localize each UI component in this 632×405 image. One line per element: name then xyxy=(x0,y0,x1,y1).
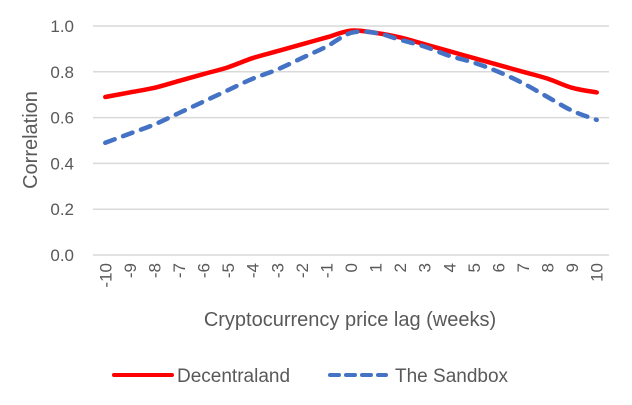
x-tick-label: -2 xyxy=(293,263,312,278)
x-tick-label: 1 xyxy=(367,263,386,272)
x-tick-label: -6 xyxy=(195,263,214,278)
y-tick-label: 0.6 xyxy=(50,109,74,128)
x-tick-label: -1 xyxy=(317,263,336,278)
y-tick-label: 0.4 xyxy=(50,154,74,173)
x-tick-label: 9 xyxy=(563,263,582,272)
y-axis-ticks: 0.0 0.2 0.4 0.6 0.8 1.0 xyxy=(50,17,74,265)
x-tick-label: 4 xyxy=(440,263,459,272)
x-tick-label: 5 xyxy=(465,263,484,272)
series-line-decentraland xyxy=(103,28,599,100)
x-tick-label: 10 xyxy=(588,263,607,282)
gridlines xyxy=(93,25,609,256)
y-axis-title: Correlation xyxy=(20,91,42,189)
x-tick-label: 6 xyxy=(489,263,508,272)
series-line-the-sandbox xyxy=(103,29,599,146)
series-lines xyxy=(103,28,599,146)
x-tick-label: -7 xyxy=(170,263,189,278)
x-axis-title: Cryptocurrency price lag (weeks) xyxy=(204,309,496,331)
x-tick-label: 2 xyxy=(391,263,410,272)
legend-label-the-sandbox: The Sandbox xyxy=(395,366,509,387)
x-tick-label: -5 xyxy=(219,263,238,278)
x-tick-label: 8 xyxy=(539,263,558,272)
x-tick-label: -8 xyxy=(145,263,164,278)
x-tick-label: -10 xyxy=(96,263,115,288)
x-tick-label: 0 xyxy=(342,263,361,272)
y-tick-label: 1.0 xyxy=(50,17,74,36)
x-tick-label: -4 xyxy=(244,263,263,278)
y-tick-label: 0.0 xyxy=(50,246,74,265)
x-tick-label: -9 xyxy=(121,263,140,278)
x-axis-ticks: -10 -9 -8 -7 -6 -5 -4 -3 -2 -1 0 1 2 3 4 5 6 7 8 9 10 xyxy=(96,263,606,288)
legend: Decentraland The Sandbox xyxy=(112,366,509,387)
x-tick-label: 7 xyxy=(514,263,533,272)
y-tick-label: 0.2 xyxy=(50,200,74,219)
y-tick-label: 0.8 xyxy=(50,63,74,82)
x-tick-label: -3 xyxy=(268,263,287,278)
legend-label-decentraland: Decentraland xyxy=(177,366,290,387)
x-tick-label: 3 xyxy=(416,263,435,272)
